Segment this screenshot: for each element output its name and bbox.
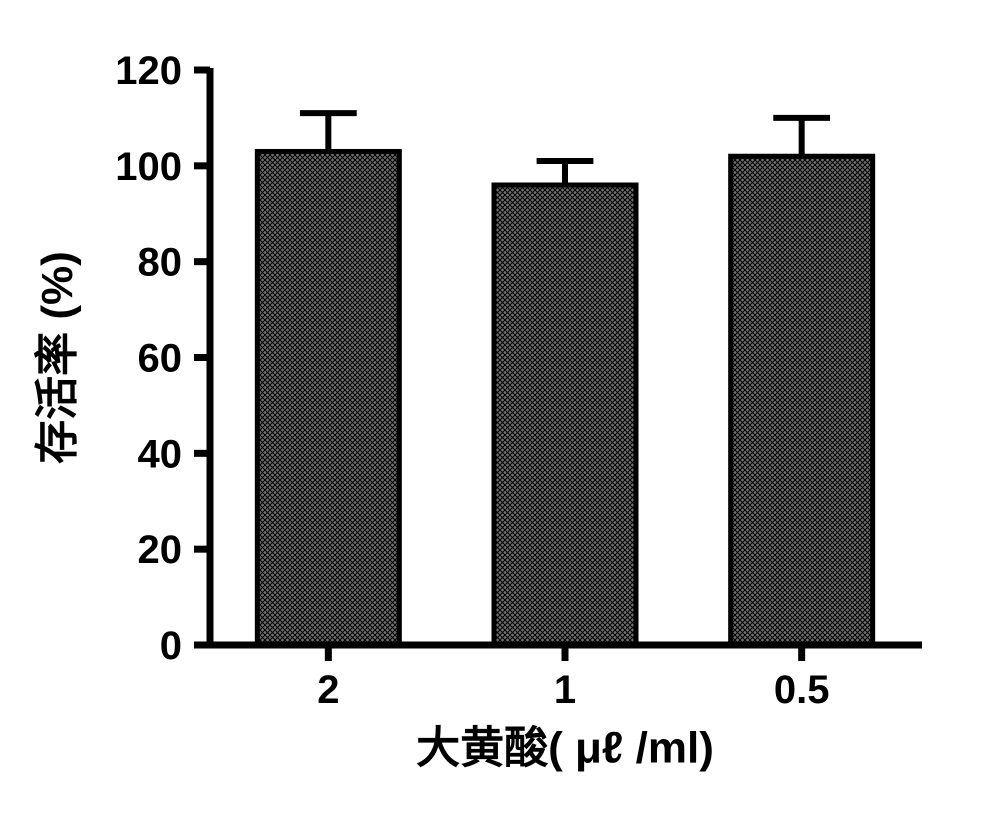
y-tick-label: 0 — [160, 624, 182, 668]
x-tick-label: 0.5 — [774, 668, 830, 712]
bar — [731, 156, 873, 645]
y-tick-label: 80 — [138, 241, 183, 285]
x-tick-label: 2 — [317, 668, 339, 712]
y-tick-label: 100 — [115, 145, 182, 189]
x-tick-label: 1 — [554, 668, 576, 712]
bar — [257, 151, 399, 645]
y-axis-label: 存活率 (%) — [33, 251, 82, 464]
bar — [494, 185, 636, 645]
y-tick-label: 20 — [138, 528, 183, 572]
chart-svg: 2 1 0.5 0 20 40 60 80 100 120 存活率 (%) 大黄酸( μℓ /ml) — [0, 0, 1000, 820]
y-tick-label: 120 — [115, 49, 182, 93]
y-tick-label: 40 — [138, 432, 183, 476]
bar-chart: 2 1 0.5 0 20 40 60 80 100 120 存活率 (%) 大黄酸( μℓ /ml) — [0, 0, 1000, 820]
y-tick-label: 60 — [138, 337, 183, 381]
x-axis-label: 大黄酸( μℓ /ml) — [416, 723, 714, 772]
